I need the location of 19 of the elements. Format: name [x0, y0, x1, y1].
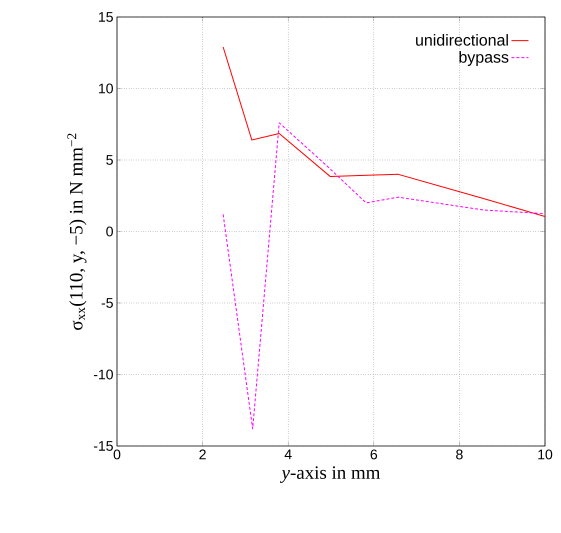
x-tick-label: 4	[284, 450, 292, 460]
y-tick-label: -15	[94, 441, 113, 451]
x-tick-label: 2	[199, 450, 206, 460]
line-series	[222, 46, 546, 217]
y-tick-label: -10	[94, 370, 113, 380]
y-tick-label: 10	[99, 84, 113, 94]
y-tick-label: 5	[106, 155, 113, 165]
x-tick-label: 6	[370, 450, 378, 460]
y-tick-label: 15	[99, 12, 113, 22]
y-axis-title: σ$_{xx}$(110, y, −5) in N mm$^{−2}$	[67, 134, 86, 330]
x-tick-label: 0	[114, 450, 120, 460]
x-axis-title: y-axis in mm	[280, 466, 380, 483]
line-series	[222, 122, 546, 430]
legend-label: unidirectional	[416, 34, 508, 46]
x-tick-label: 8	[456, 450, 463, 460]
y-tick-label: 0	[106, 226, 113, 236]
y-tick-label: -5	[102, 298, 113, 308]
legend-label: bypass	[460, 51, 508, 66]
x-tick-label: 10	[538, 450, 552, 460]
